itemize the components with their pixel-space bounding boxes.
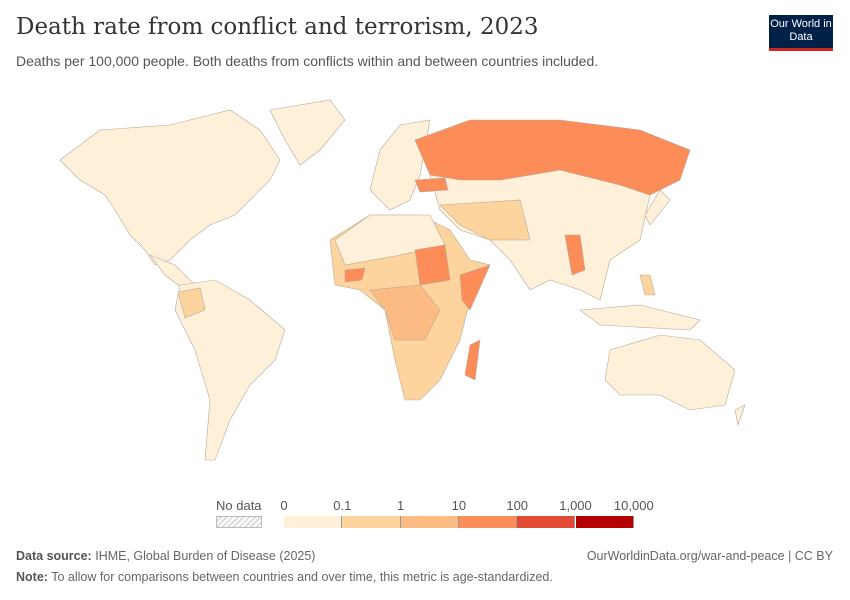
region-greenland[interactable] bbox=[269, 99, 346, 166]
note-text: To allow for comparisons between countri… bbox=[51, 570, 553, 584]
legend-bin[interactable] bbox=[342, 516, 401, 528]
owid-logo[interactable]: Our World in Data bbox=[769, 15, 833, 51]
region-somalia[interactable] bbox=[459, 264, 491, 311]
source-text[interactable]: IHME, Global Burden of Disease (2025) bbox=[95, 549, 316, 563]
legend-tick-label: 0 bbox=[280, 498, 288, 513]
region-middle-east[interactable] bbox=[439, 199, 531, 241]
region-new-zealand[interactable] bbox=[734, 404, 746, 427]
region-north-america[interactable] bbox=[59, 109, 281, 266]
region-sudan[interactable] bbox=[414, 244, 451, 286]
chart-subtitle: Deaths per 100,000 people. Both deaths f… bbox=[16, 53, 599, 69]
region-philippines[interactable] bbox=[639, 274, 656, 296]
region-japan[interactable] bbox=[644, 189, 671, 226]
source-url[interactable]: OurWorldinData.org/war-and-peace | CC BY bbox=[586, 549, 833, 563]
region-russia[interactable] bbox=[414, 119, 691, 196]
source-label: Data source: bbox=[16, 549, 92, 563]
region-south-america[interactable] bbox=[174, 279, 286, 461]
legend-tick-label: 100 bbox=[506, 498, 529, 513]
legend-bin[interactable] bbox=[284, 516, 343, 528]
region-europe[interactable] bbox=[369, 119, 431, 211]
legend-tick-label: 10 bbox=[451, 498, 467, 513]
world-map[interactable] bbox=[0, 90, 850, 490]
region-colombia[interactable] bbox=[177, 287, 206, 319]
legend-bin[interactable] bbox=[575, 516, 634, 528]
legend-tick-label: 1,000 bbox=[559, 498, 592, 513]
legend-bin[interactable] bbox=[400, 516, 459, 528]
legend-bin[interactable] bbox=[458, 516, 518, 528]
legend-tick-label: 0.1 bbox=[333, 498, 352, 513]
region-myanmar[interactable] bbox=[564, 234, 586, 276]
chart-title: Death rate from conflict and terrorism, … bbox=[16, 14, 539, 40]
legend-tick-label: 10,000 bbox=[613, 498, 654, 513]
legend-bin[interactable] bbox=[517, 516, 576, 528]
region-australia[interactable] bbox=[604, 334, 736, 411]
region-madagascar[interactable] bbox=[464, 339, 481, 381]
note-label: Note: bbox=[16, 570, 48, 584]
data-source: Data source: IHME, Global Burden of Dise… bbox=[16, 549, 315, 563]
region-indonesia[interactable] bbox=[579, 304, 701, 331]
legend-tick-label: 1 bbox=[396, 498, 405, 513]
note: Note: To allow for comparisons between c… bbox=[16, 570, 553, 584]
legend-no-data-swatch bbox=[216, 516, 262, 528]
region-burkina-faso[interactable] bbox=[344, 267, 366, 283]
region-ukraine[interactable] bbox=[414, 177, 449, 193]
legend-no-data-label: No data bbox=[216, 498, 262, 513]
